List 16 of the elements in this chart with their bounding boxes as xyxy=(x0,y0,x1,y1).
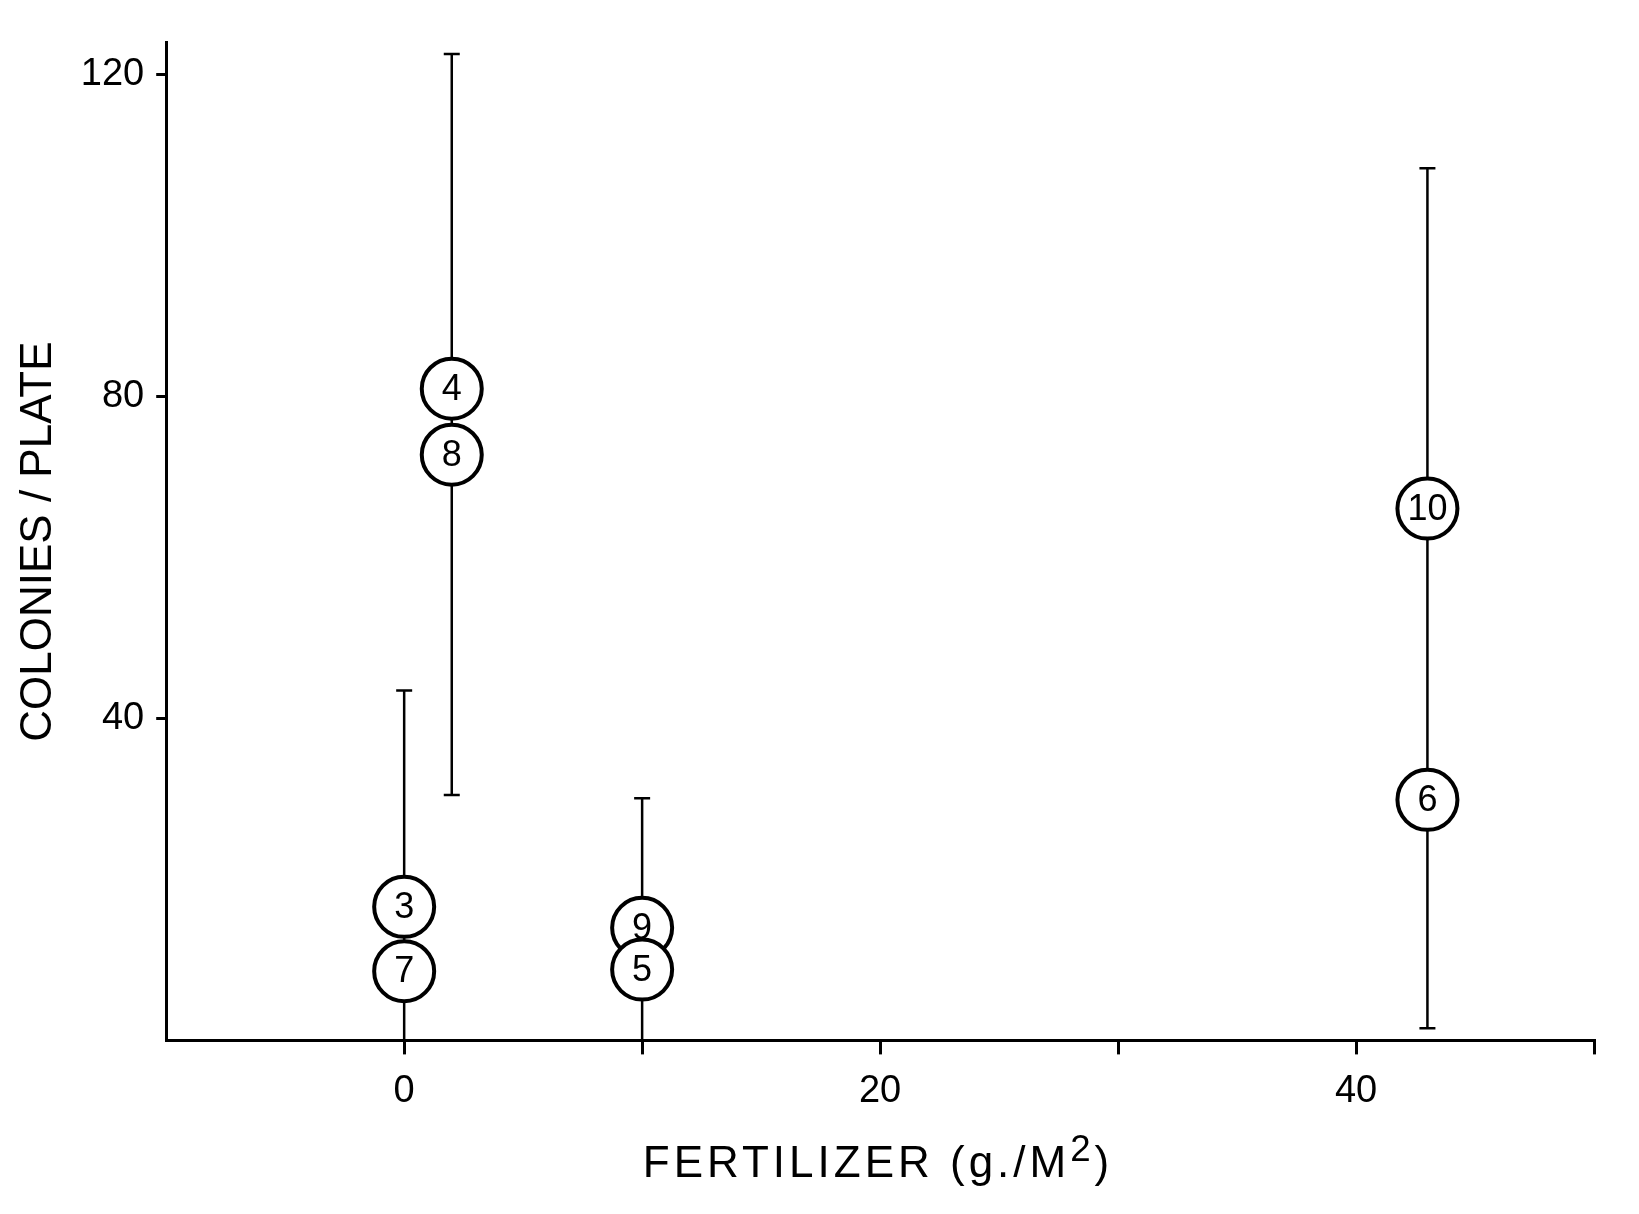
annotation: 5 xyxy=(632,947,653,989)
x-tick-label: 20 xyxy=(858,1067,902,1110)
y-tick-label: 80 xyxy=(101,373,145,416)
annotation: 9 xyxy=(632,905,653,947)
x-tick-label: 40 xyxy=(1334,1067,1378,1110)
annotation: 6 xyxy=(1417,777,1438,819)
annotation: 4 xyxy=(441,366,462,408)
y-tick-label: 40 xyxy=(101,695,145,738)
annotation: 10 xyxy=(1407,486,1448,528)
x-tick-label: 0 xyxy=(393,1067,415,1110)
x-axis-title: FERTILIZER (g./M$^{2}$) xyxy=(641,1128,1115,1187)
y-tick-label: 120 xyxy=(80,51,145,94)
annotation: 8 xyxy=(441,432,462,474)
y-axis-title: COLONIES / PLATE xyxy=(10,341,60,742)
annotation: 3 xyxy=(394,884,415,926)
annotation: 7 xyxy=(394,949,415,991)
